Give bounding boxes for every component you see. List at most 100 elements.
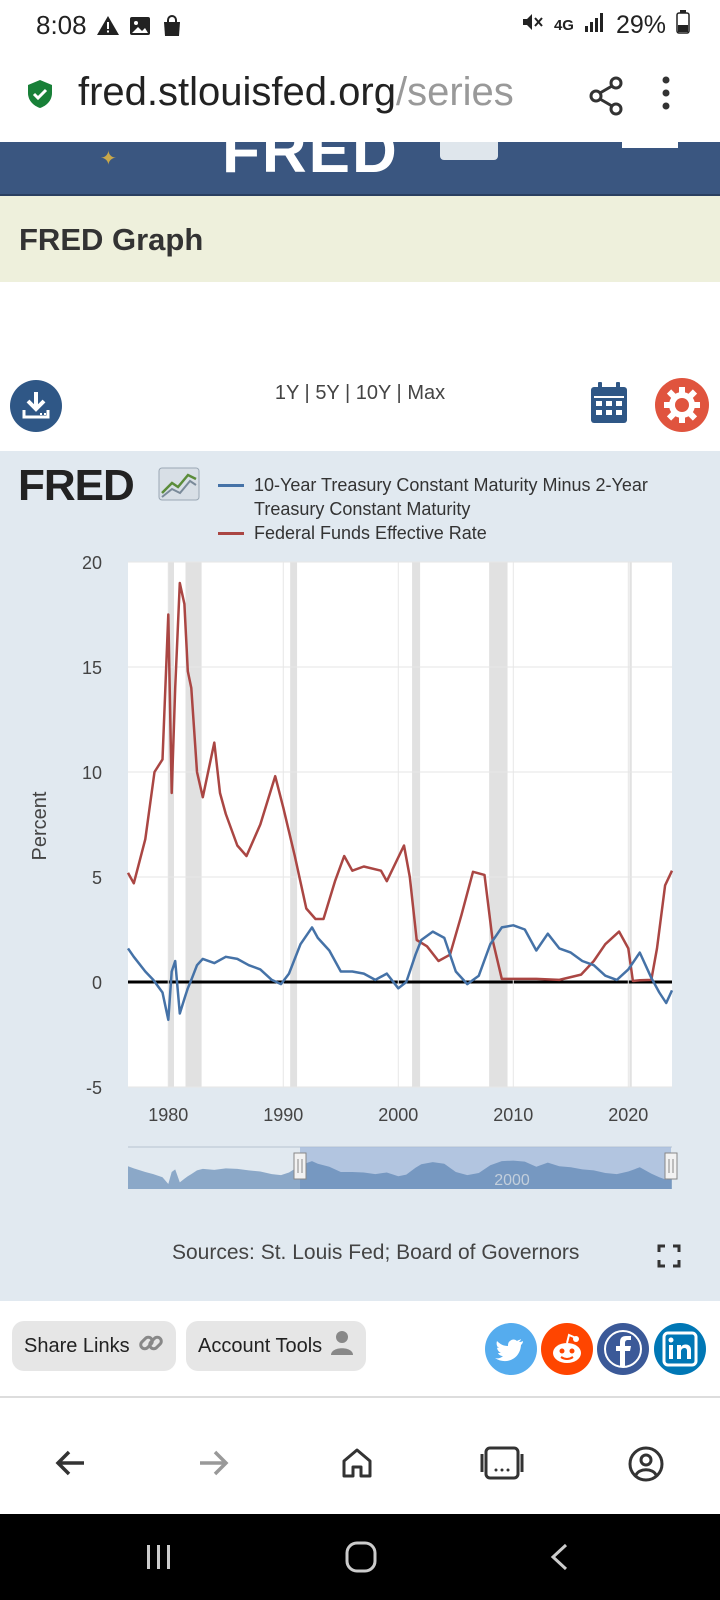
- secure-shield-icon: [26, 79, 54, 114]
- linkedin-icon: [662, 1331, 698, 1367]
- url-host: fred.stlouisfed.org: [78, 70, 396, 114]
- recession-band: [629, 562, 632, 1087]
- y-tick-label: 15: [82, 658, 102, 678]
- recent-apps-icon[interactable]: [144, 1542, 174, 1577]
- facebook-icon: [604, 1330, 642, 1368]
- sources-text: Sources: St. Louis Fed; Board of Governo…: [172, 1241, 580, 1264]
- legend-item-spread[interactable]: 10-Year Treasury Constant Maturity Minus…: [218, 473, 720, 521]
- header-graph-icon: [440, 142, 498, 160]
- mute-icon: [520, 10, 544, 41]
- calendar-icon[interactable]: [590, 382, 628, 429]
- battery-text: 29%: [615, 11, 666, 39]
- divider: [0, 1396, 720, 1398]
- browser-nav-bar: [0, 1418, 720, 1514]
- notification-icons: [96, 14, 184, 43]
- range-separator: |: [344, 382, 351, 404]
- range-separator: |: [304, 382, 310, 404]
- title-band: FRED Graph: [0, 196, 720, 282]
- graph-toolbar: 1Y | 5Y | 10Y | Max: [0, 370, 720, 450]
- y-tick-label: -5: [86, 1078, 102, 1098]
- system-nav-bar: [0, 1514, 720, 1600]
- network-label: 4G: [553, 17, 574, 34]
- linkedin-button[interactable]: [654, 1323, 706, 1375]
- recession-band: [185, 562, 202, 1087]
- more-menu-icon[interactable]: [662, 76, 670, 115]
- legend-label-spread: 10-Year Treasury Constant Maturity Minus…: [254, 475, 648, 519]
- y-tick-label: 20: [82, 553, 102, 573]
- action-row: Share Links Account Tools: [0, 1301, 720, 1399]
- legend-swatch-blue: [218, 484, 244, 487]
- facebook-button[interactable]: [597, 1323, 649, 1375]
- recession-band: [168, 562, 175, 1087]
- url-field[interactable]: fred.stlouisfed.org/series: [78, 70, 564, 115]
- share-links-label: Share Links: [24, 1334, 130, 1357]
- range-5y[interactable]: 5Y: [315, 382, 340, 404]
- fullscreen-icon[interactable]: [657, 1244, 681, 1273]
- twitter-button[interactable]: [485, 1323, 537, 1375]
- recession-band: [412, 562, 421, 1087]
- status-time: 8:08: [36, 10, 87, 40]
- share-icon[interactable]: [588, 76, 624, 121]
- shopping-bag-icon: [160, 14, 184, 43]
- plot-area: [128, 562, 672, 1087]
- signal-icon: [584, 11, 606, 40]
- recession-band: [290, 562, 298, 1087]
- navigator-area: [128, 1160, 672, 1189]
- url-path: /series: [395, 70, 514, 114]
- y-tick-label: 10: [82, 763, 102, 783]
- download-icon: [22, 392, 50, 419]
- user-icon: [330, 1330, 354, 1362]
- account-tools-button[interactable]: Account Tools: [186, 1321, 367, 1371]
- settings-button[interactable]: [655, 378, 709, 432]
- battery-icon: [676, 10, 690, 41]
- navigator-label: 2000: [494, 1172, 530, 1189]
- range-10y[interactable]: 10Y: [355, 382, 391, 404]
- recession-band: [489, 562, 508, 1087]
- page-title: FRED Graph: [19, 222, 204, 257]
- range-separator: |: [396, 382, 402, 404]
- back-icon[interactable]: [54, 1446, 88, 1485]
- address-bar: fred.stlouisfed.org/series: [0, 52, 720, 142]
- navigator-handle-left[interactable]: [293, 1152, 307, 1180]
- navigator-handle-right[interactable]: [664, 1152, 678, 1180]
- range-1y[interactable]: 1Y: [274, 382, 299, 404]
- chart-legend: 10-Year Treasury Constant Maturity Minus…: [218, 473, 720, 545]
- home-icon[interactable]: [340, 1446, 374, 1485]
- account-tools-label: Account Tools: [198, 1334, 323, 1357]
- twitter-icon: [495, 1339, 523, 1362]
- header-menu-icon[interactable]: [622, 142, 678, 148]
- legend-item-fedfunds[interactable]: Federal Funds Effective Rate: [218, 521, 720, 545]
- legend-swatch-red: [218, 532, 244, 535]
- x-tick-label: 2020: [608, 1105, 648, 1125]
- graph-panel: FRED 10-Year Treasury Constant Maturity …: [0, 451, 720, 1301]
- gear-icon: [664, 387, 700, 423]
- profile-icon[interactable]: [628, 1446, 664, 1487]
- system-home-icon[interactable]: [344, 1540, 378, 1579]
- fred-header-logo[interactable]: FRED: [222, 142, 399, 186]
- x-tick-label: 1980: [148, 1105, 188, 1125]
- y-axis-label: Percent: [29, 791, 51, 860]
- series-line-fedfunds: [126, 581, 674, 983]
- system-back-icon[interactable]: [548, 1542, 570, 1577]
- range-max[interactable]: Max: [407, 382, 446, 404]
- status-bar: 8:08 4G 29%: [0, 0, 720, 52]
- stlouisfed-logo-icon: ✦: [100, 148, 117, 170]
- x-tick-label: 2000: [378, 1105, 418, 1125]
- date-range-links: 1Y | 5Y | 10Y | Max: [0, 382, 720, 405]
- fred-logo: FRED: [18, 461, 135, 510]
- y-tick-label: 5: [92, 868, 102, 888]
- x-tick-label: 1990: [263, 1105, 303, 1125]
- tabs-icon[interactable]: [480, 1446, 524, 1485]
- link-icon: [138, 1330, 164, 1362]
- forward-icon[interactable]: [196, 1446, 230, 1485]
- legend-label-fedfunds: Federal Funds Effective Rate: [254, 523, 487, 543]
- site-header: ✦ FRED: [0, 142, 720, 196]
- download-button[interactable]: [10, 380, 62, 432]
- reddit-button[interactable]: [541, 1323, 593, 1375]
- reddit-icon: [553, 1333, 581, 1363]
- warning-icon: [96, 14, 120, 43]
- series-line-spread: [126, 924, 674, 1022]
- share-links-button[interactable]: Share Links: [12, 1321, 176, 1371]
- gallery-icon: [128, 14, 152, 43]
